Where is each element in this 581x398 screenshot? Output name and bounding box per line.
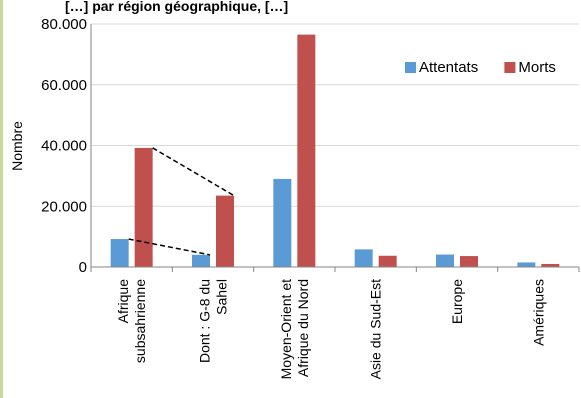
- bar-attentats-4: [354, 249, 373, 267]
- x-category-label-line: Afrique du Nord: [295, 279, 311, 377]
- x-category-label-line: Dont : G-8 du: [197, 279, 213, 363]
- x-category-label: Amériques: [530, 279, 546, 346]
- x-category-label: Asie du Sud-Est: [368, 279, 384, 379]
- y-tick-labels: 0 20.000 40.000 60.000 80.000: [41, 16, 87, 276]
- x-category-label-line: Afrique: [115, 279, 131, 324]
- gridlines: [91, 23, 579, 207]
- bar-attentats-2: [192, 254, 210, 267]
- x-category-labels: Afrique subsahrienne Dont : G-8 du Sahel Moy…: [115, 279, 546, 380]
- x-category-label-line: subsahrienne: [132, 279, 148, 363]
- bar-morts-5: [460, 256, 478, 267]
- bar-attentats-1: [110, 239, 129, 267]
- dashed-link-morts: [152, 147, 235, 197]
- x-category-label-line: Amériques: [530, 279, 546, 346]
- y-tick-label: 80.000: [41, 16, 87, 33]
- bar-attentats-6: [517, 262, 536, 267]
- bars: [110, 34, 560, 267]
- legend-swatch-attentats: [405, 62, 416, 73]
- x-category-label-line: Asie du Sud-Est: [368, 279, 384, 379]
- y-tick-label: 20.000: [41, 198, 87, 215]
- y-tick-label: 60.000: [41, 77, 87, 94]
- bar-morts-2: [216, 195, 234, 267]
- x-category-label-line: Europe: [449, 279, 465, 324]
- axes: [90, 24, 580, 272]
- legend-label-attentats: Attentats: [419, 59, 478, 76]
- bar-attentats-3: [273, 178, 292, 267]
- y-tick-label: 0: [79, 259, 87, 276]
- annotation-lines: [128, 147, 235, 256]
- dashed-link-attentats: [128, 238, 211, 256]
- legend-swatch-morts: [504, 62, 516, 73]
- x-category-label-line: Sahel: [214, 279, 230, 315]
- y-axis-label: Nombre: [9, 121, 25, 171]
- bar-attentats-5: [436, 254, 454, 267]
- bar-morts-1: [134, 147, 153, 267]
- x-category-label: Europe: [449, 279, 465, 324]
- chart-title-fragment: […] par région géographique, […]: [65, 0, 288, 14]
- bar-morts-4: [378, 255, 397, 267]
- legend: Attentats Morts: [405, 59, 556, 76]
- x-category-label: Afrique subsahrienne: [115, 279, 148, 363]
- legend-label-morts: Morts: [518, 59, 556, 76]
- bar-chart: […] par région géographique, […] 0 20.000…: [9, 0, 580, 380]
- y-tick-label: 40.000: [41, 138, 87, 155]
- bar-morts-3: [297, 34, 316, 267]
- bar-morts-6: [541, 263, 560, 267]
- x-category-label: Moyen-Orient et Afrique du Nord: [278, 279, 311, 379]
- x-category-label-line: Moyen-Orient et: [278, 279, 294, 379]
- x-category-label: Dont : G-8 du Sahel: [197, 279, 230, 363]
